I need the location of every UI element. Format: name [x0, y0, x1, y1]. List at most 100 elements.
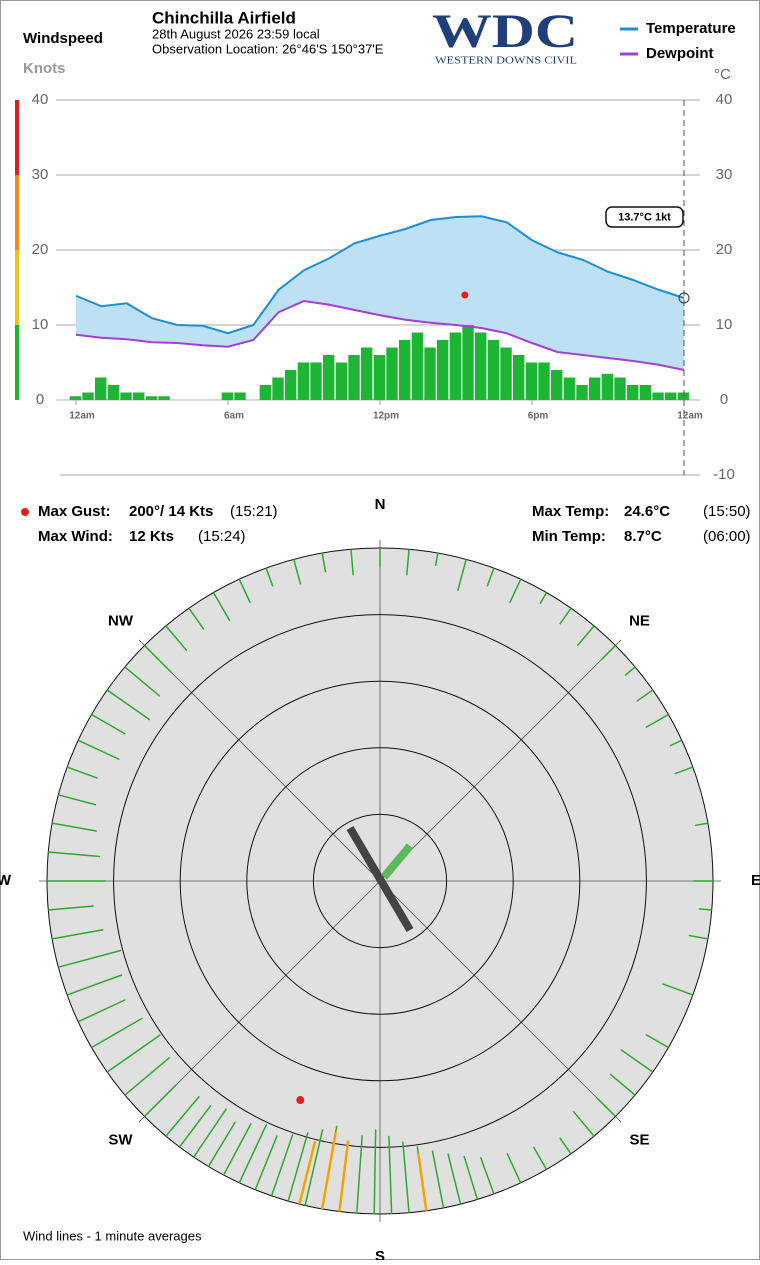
wind-line [674, 766, 694, 775]
wind-bar [399, 340, 411, 400]
stat-time: (15:24) [198, 528, 246, 545]
wind-line [506, 1153, 522, 1184]
wind-line [178, 1104, 212, 1148]
wind-line [321, 552, 327, 573]
stat-time: (15:50) [703, 503, 751, 520]
wind-bar [285, 370, 297, 400]
wind-bar [272, 377, 284, 400]
wind-line [338, 1140, 350, 1212]
wind-line [165, 625, 188, 652]
wind-line [51, 822, 97, 832]
series-line [75, 299, 685, 371]
stats: Max Gust: 200°/ 14 Kts (15:21) Max Wind:… [21, 503, 751, 545]
wind-bar [234, 392, 246, 400]
x-tick-label: 12am [69, 411, 95, 422]
x-tick-label: 6am [224, 411, 244, 422]
readout-box [605, 206, 684, 228]
wind-line [293, 559, 302, 585]
stat-value: 200°/ 14 Kts [129, 503, 213, 520]
wind-bar [259, 385, 272, 400]
wind-rose: N NE E SE S SW W NW [0, 496, 760, 1265]
wind-line [539, 592, 548, 605]
stat-value: 12 Kts [129, 528, 174, 545]
wind-line [373, 1129, 377, 1214]
scale-band [15, 175, 19, 250]
wind-line [572, 1110, 595, 1137]
wind-bar [158, 396, 170, 400]
x-tick-label: 12pm [373, 411, 399, 422]
y-tick-label: 20 [32, 241, 49, 258]
wind-bar [69, 396, 82, 400]
wind-line [265, 567, 274, 587]
y2-tick-label: 0 [720, 391, 728, 408]
wind-bar [107, 385, 120, 400]
wind-line [144, 1083, 178, 1117]
wind-line [223, 1123, 252, 1176]
wind-bar [462, 325, 474, 400]
logo: WDC [432, 5, 578, 58]
wind-line [144, 645, 173, 674]
stat-label: Max Wind: [38, 528, 113, 545]
rose-ring [246, 747, 514, 1015]
wind-line [193, 1108, 228, 1158]
wind-line [596, 1097, 616, 1117]
wind-bar [652, 392, 664, 400]
rose-ring [179, 680, 581, 1082]
wind-line [388, 1135, 393, 1214]
wind-line [106, 1034, 161, 1073]
wind-line [124, 1056, 171, 1096]
readout: 13.7°C 1kt [618, 211, 671, 223]
wind-line [188, 607, 205, 630]
y2-tick-label: 40 [716, 91, 733, 108]
wind-line [532, 1146, 548, 1170]
wind-line [645, 713, 669, 729]
wind-line [486, 567, 495, 587]
compass-label: NW [108, 612, 134, 629]
gust-marker [21, 508, 29, 516]
wind-bar [449, 332, 462, 400]
compass-label: SW [108, 1131, 133, 1148]
wind-line [620, 1049, 654, 1073]
time-chart: -10 0 10 20 30 40 0 10 20 30 40 12am 6am 12pm 6pm 12am T… [32, 20, 736, 483]
wind-line [304, 1129, 324, 1206]
logo-subtitle: WESTERN DOWNS CIVIL [435, 55, 577, 67]
wind-line [479, 1157, 495, 1195]
wind-line [320, 1131, 337, 1210]
y2-tick-label: 20 [716, 241, 733, 258]
wind-line [662, 983, 694, 996]
y2-tick-label: 10 [716, 316, 733, 333]
stat-value: 24.6°C [624, 503, 670, 520]
y-unit: Knots [23, 60, 66, 77]
temp-band [76, 216, 684, 370]
wind-line [688, 934, 709, 940]
wind-bar [538, 362, 550, 400]
wind-line [66, 766, 98, 779]
wind-line [124, 666, 161, 697]
wind-bar [513, 355, 525, 400]
compass-label: S [375, 1248, 385, 1260]
wind-line [576, 625, 595, 647]
gust-point [461, 291, 469, 299]
wind-line [624, 666, 636, 676]
wind-line [106, 689, 151, 721]
wind-bar [500, 347, 512, 400]
wind-bar [95, 377, 107, 400]
wind-bar [424, 347, 436, 400]
y2-tick-label: 30 [716, 166, 733, 183]
wind-bar [120, 392, 132, 400]
wind-bar [145, 396, 158, 400]
cursor-point [678, 292, 690, 304]
wind-bar [297, 362, 310, 400]
wind-line [91, 1017, 143, 1049]
wind-bar [437, 340, 449, 400]
scale-band [15, 325, 19, 400]
wind-bar [411, 332, 424, 400]
y-label: Windspeed [23, 30, 103, 47]
wind-line [58, 949, 122, 968]
wind-bar [639, 385, 652, 400]
wind-line [609, 1073, 636, 1096]
wind-line [356, 1135, 363, 1214]
wind-line [51, 929, 104, 940]
y-tick-label: 40 [32, 91, 49, 108]
